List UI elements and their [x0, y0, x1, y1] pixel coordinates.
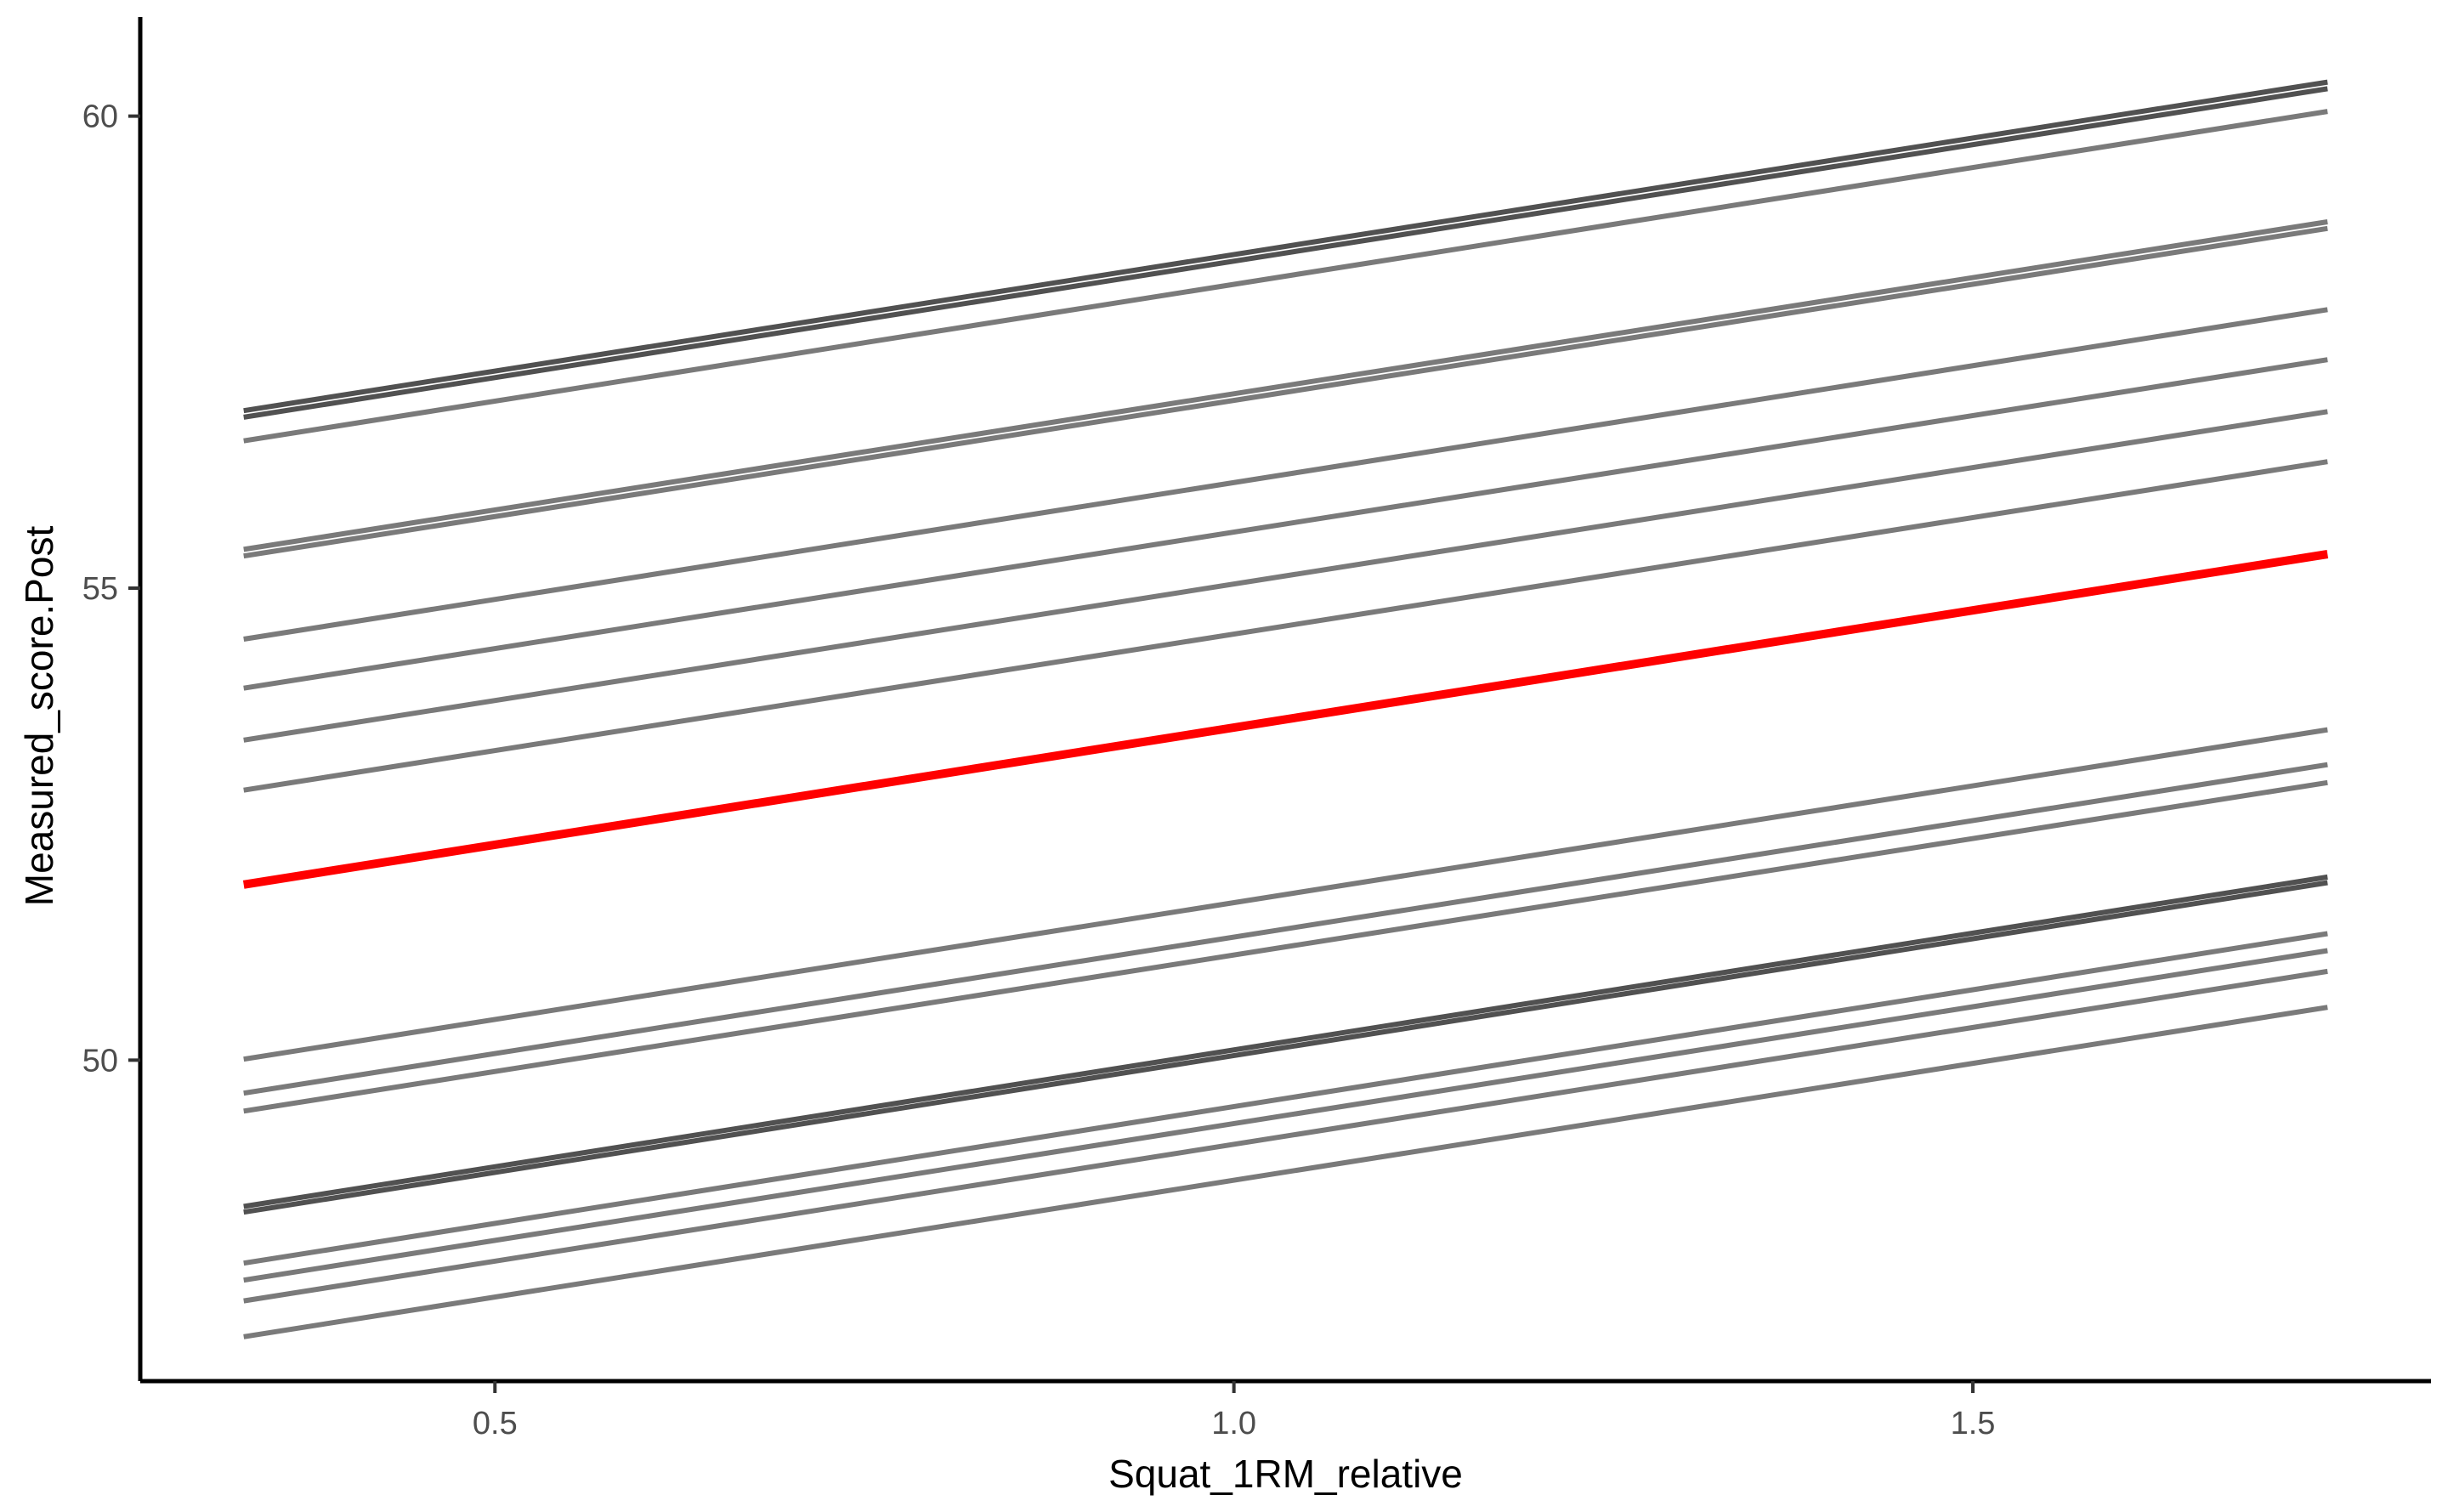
x-axis-title: Squat_1RM_relative — [1108, 1452, 1463, 1496]
group-fit-line-17 — [243, 968, 2328, 1304]
group-fit-line-13 — [243, 874, 2328, 1209]
group-fit-line-7 — [243, 357, 2328, 691]
group-fit-line-4 — [243, 219, 2328, 552]
x-tick-label: 1.0 — [1211, 1406, 1256, 1441]
series-layer — [242, 79, 2329, 1339]
y-tick-label: 50 — [82, 1043, 118, 1079]
group-fit-line-14 — [243, 880, 2328, 1215]
group-fit-line-10 — [243, 727, 2328, 1062]
overall-fit-line — [242, 550, 2329, 889]
x-ticks: 0.5 1.0 1.5 — [473, 1381, 1996, 1441]
group-fit-line-3 — [243, 109, 2328, 444]
x-tick-label: 1.5 — [1951, 1406, 1996, 1441]
y-axis-title: Measured_score.Post — [17, 526, 61, 907]
group-fit-line-2 — [243, 86, 2328, 420]
group-fit-line-6 — [243, 307, 2328, 642]
group-fit-line-1 — [243, 79, 2328, 414]
y-tick-label: 60 — [82, 99, 118, 135]
y-tick-label: 55 — [82, 571, 118, 607]
group-fit-line-15 — [243, 931, 2328, 1266]
group-fit-line-12 — [243, 779, 2328, 1114]
y-ticks: 50 55 60 — [82, 99, 140, 1079]
group-fit-line-9 — [243, 459, 2328, 793]
group-fit-line-16 — [243, 948, 2328, 1283]
group-fit-line-5 — [243, 225, 2328, 559]
group-fit-line-11 — [243, 762, 2328, 1096]
x-tick-label: 0.5 — [473, 1406, 518, 1441]
group-fit-line-18 — [243, 1005, 2328, 1339]
group-fit-line-8 — [243, 409, 2328, 743]
axes-layer — [138, 17, 2431, 1384]
